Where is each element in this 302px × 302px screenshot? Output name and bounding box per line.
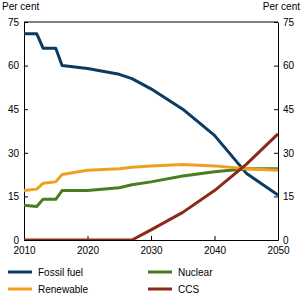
tick-mark — [274, 196, 278, 197]
tick-label: 2020 — [77, 245, 100, 256]
tick-label: 2010 — [13, 245, 36, 256]
tick-mark — [274, 240, 278, 241]
tick-mark — [274, 66, 278, 67]
legend-label: Renewable — [38, 284, 88, 295]
legend-swatch — [148, 271, 172, 274]
series-line — [24, 134, 278, 240]
legend: Fossil fuel Nuclear Renewable CCS — [8, 267, 213, 295]
legend-item: Fossil fuel — [8, 267, 83, 278]
tick-label: 75 — [283, 17, 295, 28]
legend-label: Fossil fuel — [38, 267, 83, 278]
tick-label: 0 — [283, 235, 289, 246]
tick: 2030 — [140, 236, 163, 256]
tick: 0 — [13, 235, 28, 246]
y2-axis: 0 15 30 45 60 75 — [274, 17, 295, 246]
legend-item: Nuclear — [148, 267, 213, 278]
tick: 45 — [8, 104, 28, 115]
legend-swatch — [8, 288, 32, 291]
chart: 2010202020302040205001530456075015304560… — [0, 0, 302, 302]
tick-label: 60 — [283, 60, 295, 71]
tick-label: 45 — [283, 104, 295, 115]
tick-mark — [24, 196, 28, 197]
tick: 0 — [274, 235, 289, 246]
tick-label: 2030 — [140, 245, 163, 256]
tick-label: 60 — [8, 60, 20, 71]
tick-mark — [274, 153, 278, 154]
tick-mark — [24, 109, 28, 110]
tick: 45 — [274, 104, 295, 115]
y-axis: 0 15 30 45 60 75 — [8, 17, 28, 246]
tick: 15 — [8, 191, 28, 202]
tick: 30 — [274, 148, 295, 159]
tick-label: 45 — [8, 104, 20, 115]
tick: 2040 — [204, 236, 227, 256]
tick-label: 15 — [8, 191, 20, 202]
legend-swatch — [8, 271, 32, 274]
axis-line — [24, 23, 25, 241]
tick-mark — [24, 240, 28, 241]
frame — [24, 22, 278, 23]
tick-mark — [215, 236, 216, 240]
plot-area — [24, 34, 278, 240]
tick-mark — [24, 66, 28, 67]
tick-mark — [24, 153, 28, 154]
legend-swatch — [148, 288, 172, 291]
tick-mark — [274, 109, 278, 110]
tick: 60 — [8, 60, 28, 71]
legend-item: Renewable — [8, 284, 88, 295]
tick-label: 15 — [283, 191, 295, 202]
tick-label: 2040 — [204, 245, 227, 256]
axis-line — [278, 23, 279, 241]
legend-label: CCS — [178, 284, 199, 295]
tick-label: 30 — [8, 148, 20, 159]
tick-label: 30 — [283, 148, 295, 159]
axis-title: Per cent — [263, 1, 300, 12]
legend-item: CCS — [148, 284, 199, 295]
tick-label: 75 — [8, 17, 20, 28]
axis-title: Per cent — [2, 1, 39, 12]
tick-label: 0 — [13, 235, 19, 246]
tick: 30 — [8, 148, 28, 159]
tick-label: 2050 — [267, 245, 290, 256]
axis-line — [25, 240, 279, 241]
legend-label: Nuclear — [178, 267, 213, 278]
tick: 60 — [274, 60, 295, 71]
tick-mark — [151, 236, 152, 240]
